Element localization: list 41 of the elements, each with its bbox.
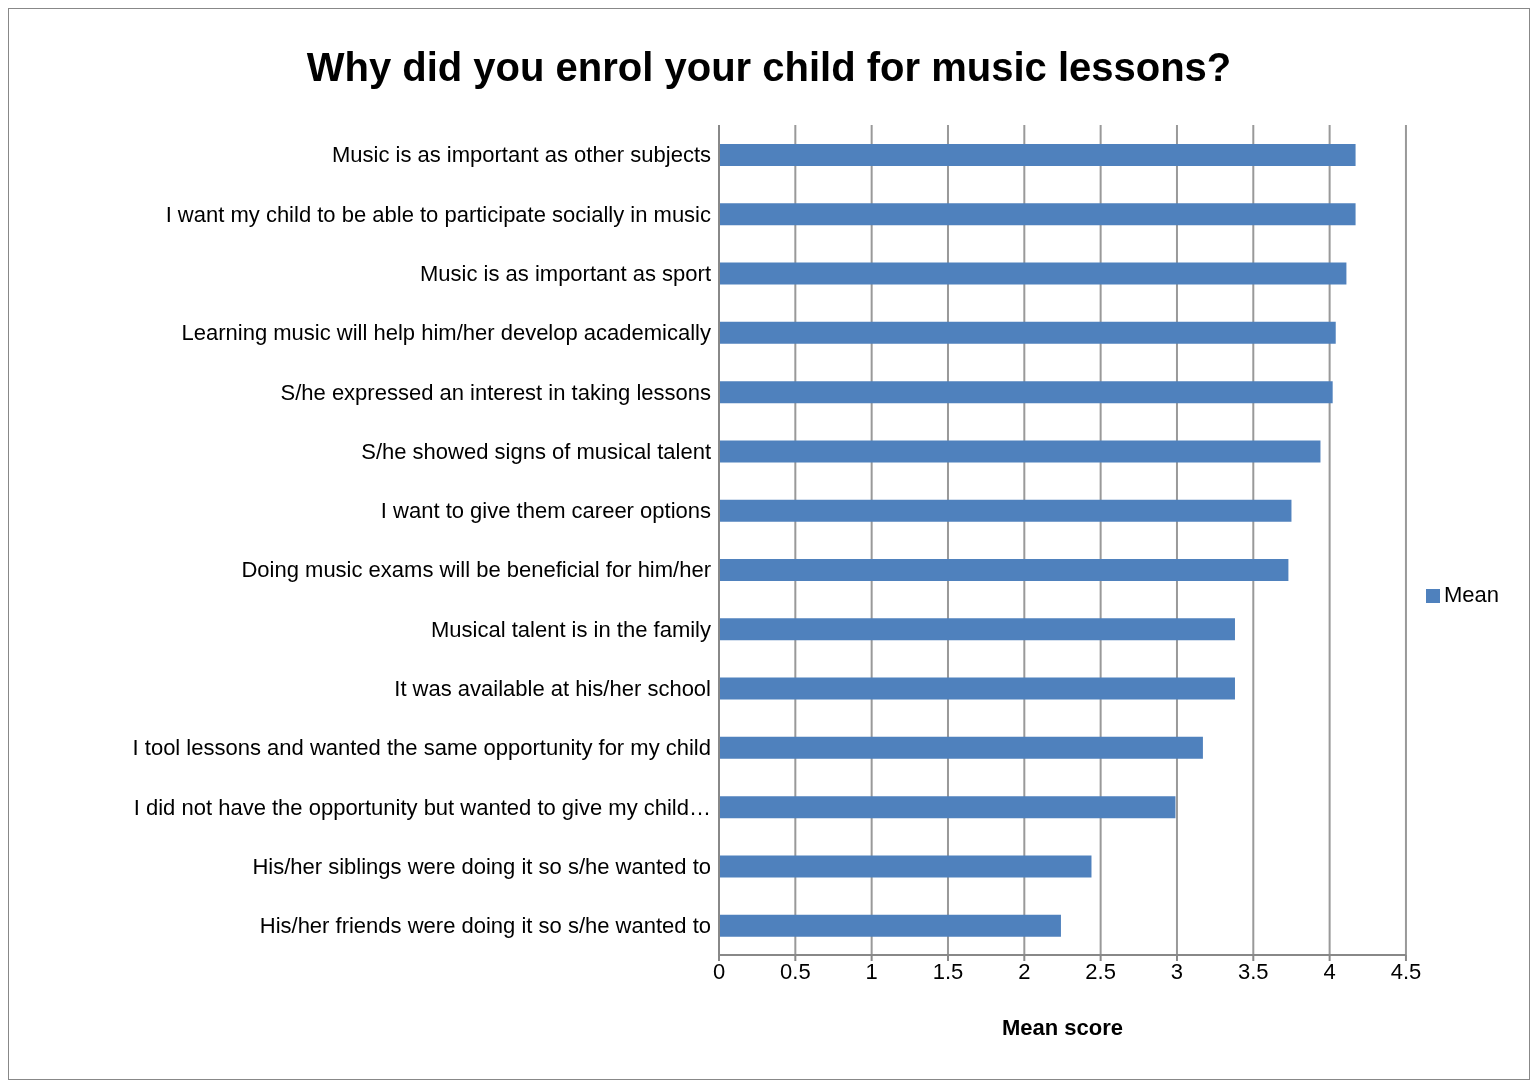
bar [719, 559, 1289, 581]
x-tick-label: 1 [865, 958, 878, 984]
x-tick-label: 0.5 [780, 958, 811, 984]
bar [719, 440, 1321, 463]
y-tick-label: His/her siblings were doing it so s/he wanted to [252, 853, 711, 879]
y-tick-label: Doing music exams will be beneficial for him/her [241, 557, 711, 583]
bar [719, 677, 1235, 700]
bar [719, 262, 1347, 285]
bar [719, 618, 1235, 641]
legend-label: Mean [1443, 582, 1499, 607]
y-tick-label: I want my child to be able to participate socially in music [165, 201, 711, 227]
bar [719, 203, 1356, 226]
bar [719, 736, 1203, 759]
y-tick-label: S/he expressed an interest in taking lessons [280, 379, 711, 405]
y-tick-label: S/he showed signs of musical talent [361, 438, 711, 464]
y-tick-label: Musical talent is in the family [431, 616, 711, 642]
x-tick-label: 4 [1323, 958, 1336, 984]
y-tick-label: Learning music will help him/her develop academically [181, 320, 711, 346]
y-tick-label: Music is as important as other subjects [331, 142, 711, 168]
bar [719, 914, 1061, 937]
bar [719, 796, 1176, 819]
x-tick-label: 2.5 [1085, 958, 1116, 984]
y-tick-label: I did not have the opportunity but wanted to give my child… [133, 794, 711, 820]
bar [719, 499, 1292, 522]
x-tick-label: 4.5 [1390, 958, 1422, 984]
bar [719, 381, 1333, 404]
y-tick-label: It was available at his/her school [394, 676, 711, 702]
y-tick-label: His/her friends were doing it so s/he wanted to [259, 913, 711, 939]
y-tick-label: I tool lessons and wanted the same opportunity for my child [132, 735, 711, 761]
x-tick-label: 0 [712, 958, 726, 984]
x-axis-title: Mean score [1001, 1015, 1124, 1040]
chart-title: Why did you enrol your child for music lessons? [305, 45, 1233, 91]
y-tick-label: I want to give them career options [380, 498, 711, 524]
x-tick-label: 3 [1170, 958, 1184, 984]
x-tick-label: 1.5 [932, 958, 964, 984]
bar [719, 321, 1336, 344]
x-tick-label: 3.5 [1238, 958, 1269, 984]
x-tick-label: 2 [1018, 958, 1031, 984]
bar [719, 855, 1092, 878]
y-tick-label: Music is as important as sport [420, 261, 711, 287]
bar [719, 144, 1356, 166]
